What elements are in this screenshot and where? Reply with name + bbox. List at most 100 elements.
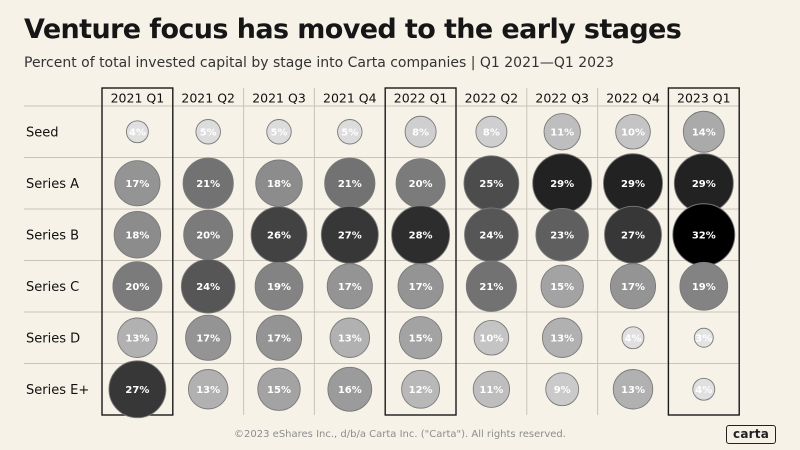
bubble-label: 13% (338, 333, 362, 344)
bubble-label: 5% (341, 127, 358, 138)
bubble-label: 27% (338, 230, 362, 241)
bubble-label: 21% (479, 282, 503, 293)
bubble-label: 25% (479, 179, 503, 190)
bubble-label: 29% (550, 179, 574, 190)
bubble (180, 258, 236, 314)
chart-title: Venture focus has moved to the early sta… (24, 14, 682, 45)
bubble-label: 11% (479, 385, 503, 396)
bubble (543, 113, 581, 151)
bubble (125, 120, 149, 144)
bubble-label: 13% (621, 385, 645, 396)
bubble-label: 8% (412, 127, 429, 138)
bubble (540, 264, 584, 308)
carta-logo: carta (726, 425, 776, 444)
bubble-label: 15% (267, 385, 291, 396)
bubble-label: 21% (338, 179, 362, 190)
bubble-label: 18% (267, 179, 291, 190)
bubble-label: 16% (338, 385, 362, 396)
bubble-label: 20% (409, 179, 433, 190)
bubble-label: 17% (196, 333, 220, 344)
bubble-label: 21% (196, 179, 220, 190)
bubble (609, 263, 657, 310)
bubble (398, 316, 443, 360)
bubble (472, 370, 511, 408)
bubble-label: 4% (695, 385, 712, 396)
bubble (473, 319, 510, 356)
bubble-label: 17% (267, 333, 291, 344)
bubble (254, 261, 304, 311)
bubble-label: 17% (125, 179, 149, 190)
row-label: Series D (26, 331, 80, 346)
bubble (257, 367, 301, 411)
bubble (465, 260, 517, 312)
bubble (693, 327, 714, 348)
bubble-label: 15% (550, 282, 574, 293)
bubble-label: 23% (550, 230, 574, 241)
bubble-label: 19% (267, 282, 291, 293)
bubble (112, 261, 163, 312)
bubble (255, 314, 303, 361)
bubble-label: 28% (409, 230, 433, 241)
bubble (114, 160, 161, 207)
bubble-label: 20% (196, 230, 220, 241)
bubble-label: 5% (271, 127, 288, 138)
bubble-label: 4% (129, 127, 146, 138)
column-header: 2021 Q1 (111, 91, 165, 106)
bubble (679, 261, 729, 311)
bubble-label: 13% (550, 333, 574, 344)
column-header: 2021 Q4 (323, 91, 377, 106)
bubble-label: 8% (483, 127, 500, 138)
bubble-label: 19% (692, 282, 716, 293)
bubble-label: 29% (692, 179, 716, 190)
bubble (117, 317, 158, 358)
bubble (329, 317, 371, 358)
column-header: 2022 Q2 (465, 91, 519, 106)
bubble-matrix-chart: 2021 Q1 2021 Q2 2021 Q3 2021 Q4 2022 Q1 2022 … (24, 87, 740, 419)
bubble-label: 27% (125, 385, 149, 396)
bubble (266, 119, 292, 145)
bubble (187, 369, 229, 410)
bubble-label: 24% (196, 282, 220, 293)
bubble (185, 314, 232, 361)
bubble (621, 326, 645, 350)
column-header: 2023 Q1 (677, 91, 731, 106)
bubble (182, 157, 234, 209)
row-label: Series B (26, 228, 79, 243)
bubble (195, 119, 221, 145)
bubble-label: 12% (409, 385, 433, 396)
bubble-label: 4% (625, 333, 642, 344)
bubble-label: 17% (338, 282, 362, 293)
bubble-label: 17% (621, 282, 645, 293)
bubble (541, 317, 583, 358)
bubble-label: 5% (200, 127, 217, 138)
column-header: 2021 Q3 (252, 91, 306, 106)
bubble-label: 24% (479, 230, 503, 241)
column-header: 2022 Q3 (535, 91, 589, 106)
bubble-label: 32% (692, 230, 716, 241)
bubble (612, 369, 654, 410)
bubble (108, 360, 167, 419)
bubble-label: 13% (125, 333, 149, 344)
bubble (615, 113, 651, 150)
bubble (113, 211, 162, 259)
bubble-label: 29% (621, 179, 645, 190)
bubble (475, 115, 508, 148)
bubble (397, 263, 444, 310)
bubble (326, 263, 373, 310)
bubble-label: 20% (125, 282, 149, 293)
bubble (401, 369, 441, 409)
bubble (682, 110, 725, 153)
bubble-label: 10% (479, 333, 503, 344)
bubble (404, 115, 437, 148)
chart-subtitle: Percent of total invested capital by sta… (24, 55, 614, 71)
bubble (692, 377, 716, 401)
bubble (535, 208, 589, 262)
bubble-label: 17% (409, 282, 433, 293)
row-label: Seed (26, 125, 59, 140)
bubble-label: 3% (695, 333, 712, 344)
bubble (337, 119, 363, 145)
highlight-frame (384, 87, 457, 416)
row-label: Series E+ (26, 383, 89, 398)
row-label: Series A (26, 177, 79, 192)
bubble-label: 9% (554, 385, 571, 396)
